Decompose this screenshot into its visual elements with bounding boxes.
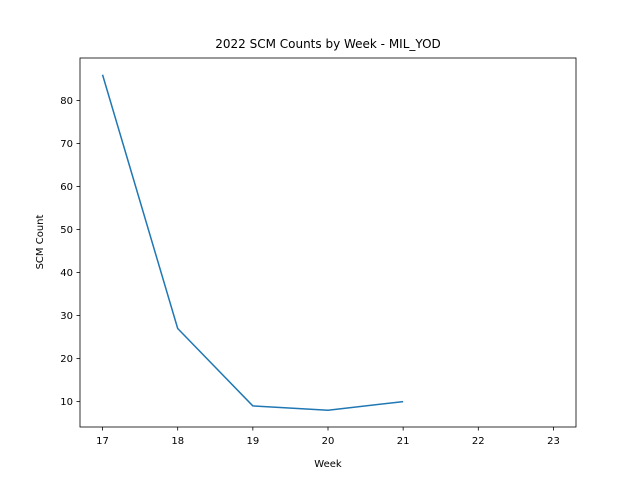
y-axis-label: SCM Count [35, 215, 46, 270]
series-line-1 [101, 74, 404, 411]
x-tick-label: 17 [96, 436, 109, 447]
x-tick-label: 19 [246, 436, 259, 447]
x-tick-label: 21 [397, 436, 410, 447]
chart-title: 2022 SCM Counts by Week - MIL_YOD [215, 37, 441, 51]
x-tick-label: 23 [547, 436, 560, 447]
y-tick-label: 50 [60, 225, 73, 236]
y-tick-label: 10 [60, 397, 73, 408]
y-tick-label: 70 [60, 139, 73, 150]
y-tick-label: 60 [60, 182, 73, 193]
y-tick-label: 20 [60, 354, 73, 365]
x-tick-label: 20 [322, 436, 335, 447]
y-tick-label: 80 [60, 96, 73, 107]
plot-area: 17 18 19 20 21 22 23 10 20 30 40 50 60 70 80 [60, 74, 560, 447]
y-tick-label: 40 [60, 268, 73, 279]
x-axis-label: Week [314, 459, 342, 470]
x-tick-label: 18 [171, 436, 184, 447]
x-tick-label: 22 [472, 436, 485, 447]
axes-frame [79, 57, 577, 428]
y-tick-label: 30 [60, 311, 73, 322]
